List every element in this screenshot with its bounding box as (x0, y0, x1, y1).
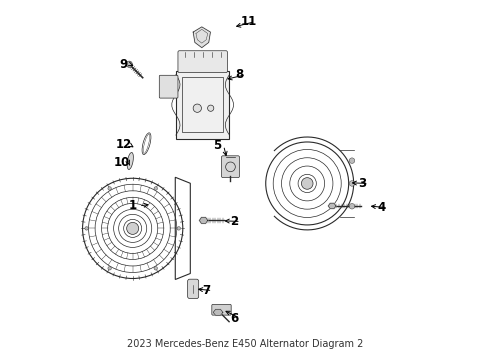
Text: 11: 11 (240, 15, 257, 28)
Text: 5: 5 (213, 139, 221, 152)
Text: 1: 1 (128, 199, 137, 212)
FancyBboxPatch shape (176, 71, 229, 139)
Ellipse shape (127, 153, 133, 170)
Circle shape (154, 267, 157, 270)
Circle shape (349, 158, 355, 163)
Circle shape (127, 222, 139, 234)
Polygon shape (213, 309, 223, 315)
Circle shape (208, 105, 214, 111)
Circle shape (154, 187, 157, 190)
Polygon shape (193, 27, 210, 48)
Text: 10: 10 (114, 156, 130, 169)
Text: 6: 6 (230, 312, 238, 325)
Circle shape (126, 61, 132, 67)
Text: 8: 8 (236, 68, 244, 81)
Circle shape (349, 203, 355, 209)
Circle shape (193, 104, 201, 112)
FancyBboxPatch shape (188, 279, 198, 298)
Text: 3: 3 (359, 177, 367, 190)
FancyBboxPatch shape (212, 305, 231, 315)
FancyBboxPatch shape (221, 156, 240, 177)
Polygon shape (328, 203, 336, 208)
Text: 2023 Mercedes-Benz E450 Alternator Diagram 2: 2023 Mercedes-Benz E450 Alternator Diagr… (127, 339, 363, 349)
Circle shape (108, 267, 111, 270)
Polygon shape (199, 217, 208, 224)
Text: 9: 9 (119, 58, 127, 71)
Text: 12: 12 (115, 138, 131, 151)
FancyBboxPatch shape (159, 75, 178, 98)
Circle shape (85, 227, 88, 230)
FancyBboxPatch shape (178, 51, 227, 72)
Circle shape (349, 181, 355, 186)
Text: 4: 4 (377, 201, 386, 214)
Circle shape (301, 177, 313, 189)
Text: 2: 2 (231, 215, 239, 228)
Circle shape (177, 227, 180, 230)
Text: 7: 7 (202, 284, 210, 297)
Circle shape (108, 187, 111, 190)
